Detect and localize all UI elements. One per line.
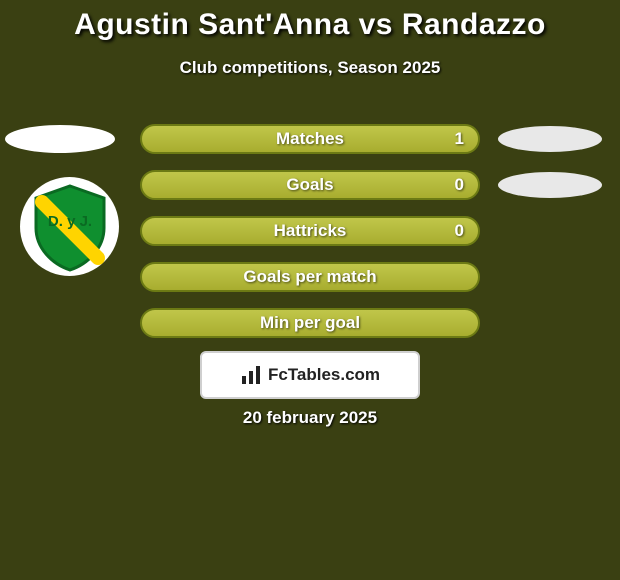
- stat-bar: Hattricks 0: [140, 216, 480, 246]
- page-title: Agustin Sant'Anna vs Randazzo: [0, 0, 620, 42]
- stat-value: 0: [455, 172, 464, 198]
- stat-bar: Matches 1: [140, 124, 480, 154]
- shield-icon: D. y J.: [30, 182, 110, 272]
- comparison-card: Agustin Sant'Anna vs Randazzo Club compe…: [0, 0, 620, 580]
- stat-value: 0: [455, 218, 464, 244]
- club-crest-left: D. y J.: [20, 177, 119, 276]
- player-left-marker: [5, 125, 115, 153]
- player-right-marker: [498, 126, 602, 152]
- player-right-marker: [498, 172, 602, 198]
- date-label: 20 february 2025: [0, 408, 620, 428]
- crest-text: D. y J.: [47, 213, 91, 230]
- page-subtitle: Club competitions, Season 2025: [0, 58, 620, 78]
- stat-label: Goals: [286, 175, 333, 194]
- stat-bar: Min per goal: [140, 308, 480, 338]
- stat-label: Matches: [276, 129, 344, 148]
- fctables-text: FcTables.com: [268, 365, 380, 385]
- stat-label: Hattricks: [274, 221, 347, 240]
- stat-label: Min per goal: [260, 313, 360, 332]
- bar-chart-icon: [240, 364, 262, 386]
- stat-bar: Goals 0: [140, 170, 480, 200]
- stat-value: 1: [455, 126, 464, 152]
- stat-label: Goals per match: [243, 267, 376, 286]
- stat-row: Min per goal: [0, 300, 620, 346]
- stat-bar: Goals per match: [140, 262, 480, 292]
- fctables-badge[interactable]: FcTables.com: [200, 351, 420, 399]
- stat-row: Matches 1: [0, 116, 620, 162]
